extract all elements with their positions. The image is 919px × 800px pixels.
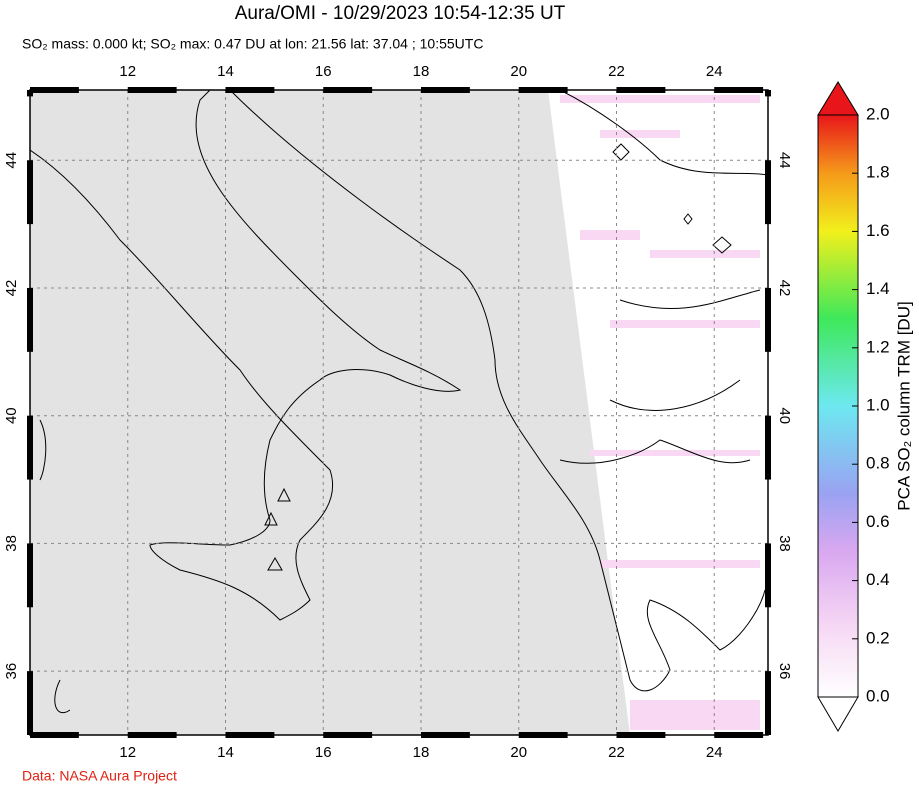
colorbar-tick-label: 1.6	[866, 221, 890, 240]
lat-tick-label: 40	[3, 407, 20, 424]
frame-bar	[714, 732, 764, 738]
frame-bar	[420, 732, 470, 738]
lon-tick-label: 24	[706, 63, 723, 80]
lon-tick-label: 18	[413, 63, 430, 80]
frame-bar	[30, 732, 79, 738]
colorbar-tick-label: 0.0	[866, 686, 890, 705]
colorbar-tick-label: 0.6	[866, 512, 890, 531]
colorbar-tick-label: 1.8	[866, 163, 890, 182]
frame-bar	[616, 732, 666, 738]
colorbar-min-extend	[817, 696, 859, 732]
frame-bar	[225, 87, 275, 93]
credit: Data: NASA Aura Project	[22, 768, 177, 784]
lon-tick-label: 24	[706, 744, 723, 761]
lat-tick-label: 38	[776, 535, 793, 552]
colorbar-tick-label: 1.2	[866, 337, 890, 356]
frame-bar	[127, 87, 177, 93]
frame-bar	[714, 87, 764, 93]
title: Aura/OMI - 10/29/2023 10:54-12:35 UT	[235, 3, 566, 24]
frame-bar	[616, 87, 666, 93]
colorbar-tick-label: 1.0	[866, 395, 890, 414]
colorbar-label: PCA SO₂ column TRM [DU]	[894, 301, 913, 510]
so2-stripes	[560, 95, 760, 730]
lat-tick-label: 44	[776, 152, 793, 169]
frame-bar	[27, 415, 33, 480]
lon-tick-label: 18	[413, 744, 430, 761]
lon-tick-label: 12	[119, 63, 136, 80]
frame-bar	[765, 671, 771, 735]
lat-tick-label: 44	[3, 152, 20, 169]
lat-tick-label: 38	[3, 535, 20, 552]
frame-bar	[127, 732, 177, 738]
frame-bar	[27, 160, 33, 225]
lon-tick-label: 14	[217, 744, 234, 761]
lat-tick-label: 42	[3, 280, 20, 297]
colorbar-tick-label: 0.4	[866, 570, 890, 589]
subtitle: SO₂ mass: 0.000 kt; SO₂ max: 0.47 DU at …	[22, 36, 483, 52]
lon-tick-label: 20	[510, 63, 527, 80]
frame-bar	[765, 160, 771, 225]
graticule	[30, 90, 768, 735]
lon-tick-label: 22	[608, 744, 625, 761]
frame-bar	[27, 543, 33, 608]
frame-bar	[323, 87, 373, 93]
colorbar-tick-label: 0.2	[866, 628, 890, 647]
map-frame	[29, 89, 769, 736]
lat-tick-label: 40	[776, 407, 793, 424]
lat-tick-label: 36	[776, 663, 793, 680]
frame-bar	[765, 90, 771, 97]
frame-bar	[765, 543, 771, 608]
lon-tick-label: 12	[119, 744, 136, 761]
frame-bar	[27, 90, 33, 97]
colorbar-tick-label: 2.0	[866, 104, 890, 123]
lat-tick-label: 36	[3, 663, 20, 680]
colorbar-max-extend	[817, 81, 859, 116]
data-swath	[30, 90, 630, 735]
lon-tick-label: 20	[510, 744, 527, 761]
frame-bar	[765, 287, 771, 352]
colorbar-tick-label: 0.8	[866, 454, 890, 473]
lon-tick-label: 16	[315, 744, 332, 761]
colorbar-tick-label: 1.4	[866, 279, 890, 298]
lat-tick-label: 42	[776, 280, 793, 297]
map-area	[30, 90, 768, 735]
frame-bar	[27, 671, 33, 735]
frame-bar	[765, 415, 771, 480]
frame-bar	[225, 732, 275, 738]
frame-bar	[420, 87, 470, 93]
markers	[264, 143, 732, 571]
lon-tick-label: 22	[608, 63, 625, 80]
frame-bar	[30, 87, 79, 93]
coastlines	[30, 90, 768, 713]
frame-bar	[27, 287, 33, 352]
frame-bar	[518, 732, 568, 738]
lon-tick-label: 14	[217, 63, 234, 80]
frame-bar	[518, 87, 568, 93]
frame-bar	[323, 732, 373, 738]
lon-tick-label: 16	[315, 63, 332, 80]
